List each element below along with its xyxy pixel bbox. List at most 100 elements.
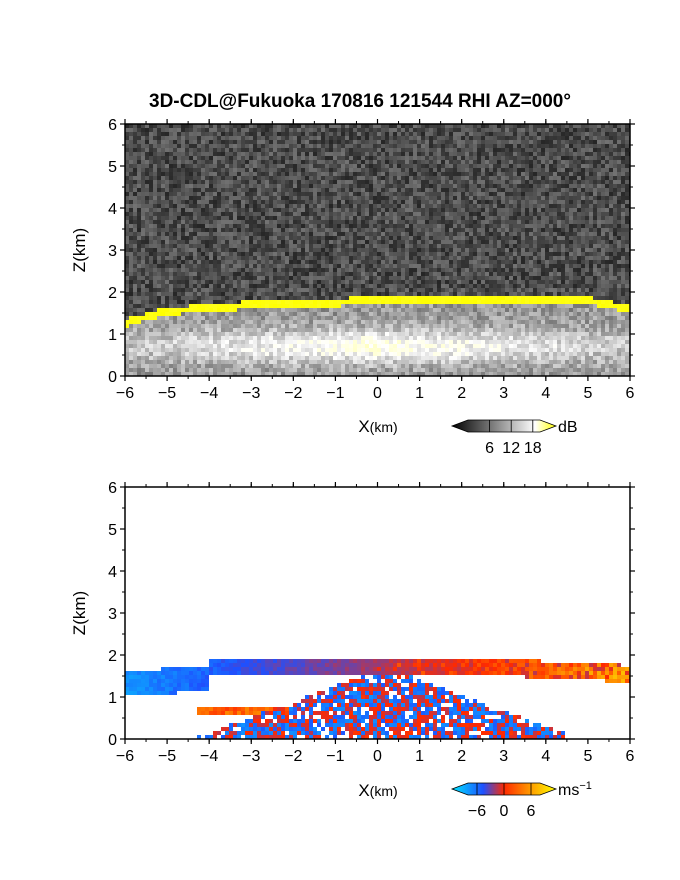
intensity-cell: [237, 348, 241, 352]
intensity-cell: [201, 256, 205, 260]
intensity-cell: [413, 308, 417, 312]
intensity-cell: [145, 288, 149, 292]
intensity-cell: [269, 156, 273, 160]
intensity-cell: [397, 316, 401, 320]
intensity-cell: [437, 136, 441, 140]
intensity-cell: [297, 224, 301, 228]
intensity-cell: [141, 152, 145, 156]
intensity-cell: [425, 312, 429, 316]
intensity-cell: [145, 372, 149, 376]
intensity-cell: [353, 356, 357, 360]
intensity-cell: [285, 364, 289, 368]
intensity-cell: [345, 228, 349, 232]
intensity-cell: [305, 224, 309, 228]
intensity-cell: [185, 352, 189, 356]
intensity-cell: [133, 252, 137, 256]
intensity-cell: [145, 364, 149, 368]
intensity-cell: [433, 308, 437, 312]
intensity-cell: [393, 224, 397, 228]
intensity-cell: [433, 328, 437, 332]
intensity-cell: [157, 256, 161, 260]
intensity-cell: [273, 272, 277, 276]
intensity-cell: [401, 132, 405, 136]
intensity-cell: [437, 344, 441, 348]
intensity-cell: [285, 324, 289, 328]
intensity-cell: [217, 352, 221, 356]
intensity-cell: [153, 356, 157, 360]
intensity-cell: [173, 352, 177, 356]
intensity-cell: [145, 324, 149, 328]
intensity-cell: [341, 228, 345, 232]
intensity-cell: [225, 356, 229, 360]
intensity-cell: [285, 216, 289, 220]
intensity-cell: [165, 292, 169, 296]
intensity-cell: [353, 156, 357, 160]
intensity-cell: [193, 232, 197, 236]
intensity-cell: [273, 132, 277, 136]
intensity-cell: [369, 212, 373, 216]
intensity-cell: [181, 252, 185, 256]
intensity-cell: [245, 216, 249, 220]
intensity-cell: [333, 268, 337, 272]
intensity-cell: [361, 156, 365, 160]
intensity-cell: [313, 372, 317, 376]
intensity-cell: [389, 300, 393, 304]
intensity-cell: [369, 268, 373, 272]
intensity-cell: [333, 344, 337, 348]
intensity-cell: [225, 268, 229, 272]
intensity-cell: [273, 140, 277, 144]
intensity-cell: [373, 360, 377, 364]
intensity-cell: [413, 244, 417, 248]
intensity-cell: [365, 272, 369, 276]
intensity-cell: [213, 228, 217, 232]
intensity-cell: [273, 172, 277, 176]
intensity-cell: [129, 208, 133, 212]
intensity-cell: [309, 216, 313, 220]
intensity-cell: [165, 172, 169, 176]
intensity-cell: [141, 184, 145, 188]
intensity-cell: [209, 196, 213, 200]
intensity-cell: [273, 364, 277, 368]
intensity-cell: [305, 200, 309, 204]
intensity-cell: [405, 176, 409, 180]
intensity-cell: [149, 180, 153, 184]
intensity-cell: [225, 264, 229, 268]
intensity-cell: [169, 176, 173, 180]
intensity-cell: [333, 140, 337, 144]
intensity-cell: [393, 336, 397, 340]
intensity-cell: [349, 124, 353, 128]
intensity-cell: [329, 156, 333, 160]
intensity-cell: [261, 152, 265, 156]
intensity-cell: [237, 136, 241, 140]
intensity-cell: [381, 344, 385, 348]
intensity-cell: [233, 368, 237, 372]
intensity-cell: [253, 140, 257, 144]
intensity-cell: [369, 132, 373, 136]
intensity-cell: [169, 200, 173, 204]
intensity-cell: [349, 240, 353, 244]
intensity-cell: [153, 220, 157, 224]
intensity-cell: [177, 220, 181, 224]
intensity-cell: [129, 272, 133, 276]
intensity-cell: [245, 320, 249, 324]
intensity-cell: [129, 288, 133, 292]
intensity-cell: [153, 264, 157, 268]
intensity-cell: [305, 220, 309, 224]
intensity-cell: [157, 344, 161, 348]
intensity-cell: [289, 268, 293, 272]
intensity-cell: [245, 248, 249, 252]
intensity-cell: [389, 296, 393, 300]
intensity-cell: [325, 300, 329, 304]
intensity-cell: [129, 136, 133, 140]
intensity-cell: [141, 200, 145, 204]
intensity-cell: [341, 344, 345, 348]
intensity-cell: [149, 284, 153, 288]
intensity-cell: [149, 160, 153, 164]
intensity-cell: [245, 140, 249, 144]
intensity-cell: [165, 296, 169, 300]
intensity-cell: [125, 312, 129, 316]
intensity-cell: [205, 308, 209, 312]
intensity-cell: [377, 128, 381, 132]
intensity-cell: [281, 372, 285, 376]
intensity-cell: [237, 248, 241, 252]
